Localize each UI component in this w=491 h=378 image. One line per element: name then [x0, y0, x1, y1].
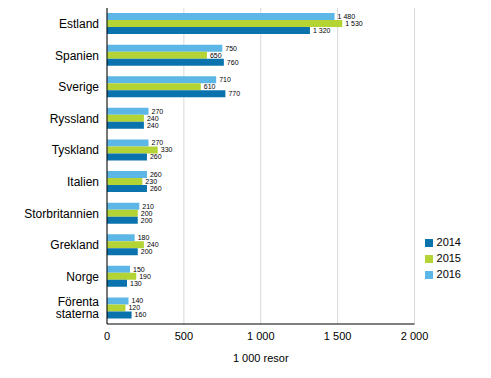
svg-text:200: 200 [141, 210, 153, 217]
html-text:2014: 2014 [436, 236, 461, 248]
svg-text:760: 760 [227, 59, 239, 66]
svg-text:650: 650 [210, 52, 222, 59]
svg-text:1 000: 1 000 [247, 330, 275, 342]
svg-text:200: 200 [141, 217, 153, 224]
svg-text:710: 710 [219, 76, 231, 83]
svg-text:270: 270 [152, 108, 164, 115]
svg-text:270: 270 [152, 139, 164, 146]
svg-text:200: 200 [141, 248, 153, 255]
svg-text:260: 260 [150, 153, 162, 160]
svg-text:120: 120 [128, 304, 140, 311]
svg-text:Grekland: Grekland [50, 238, 99, 252]
svg-text:230: 230 [145, 178, 157, 185]
svg-text:260: 260 [150, 171, 162, 178]
svg-text:2 000: 2 000 [401, 330, 429, 342]
svg-text:160: 160 [135, 311, 147, 318]
html-text:2016: 2016 [436, 268, 461, 280]
svg-text:240: 240 [147, 115, 159, 122]
svg-text:240: 240 [147, 122, 159, 129]
svg-text:1 320: 1 320 [313, 27, 331, 34]
svg-text:1 530: 1 530 [345, 20, 363, 27]
svg-text:Sverige: Sverige [58, 80, 99, 94]
svg-text:1 000 resor: 1 000 resor [233, 352, 289, 364]
svg-text:Norge: Norge [66, 270, 99, 284]
svg-text:500: 500 [175, 330, 193, 342]
svg-text:Ryssland: Ryssland [50, 112, 99, 126]
svg-text:0: 0 [104, 330, 110, 342]
svg-text:Tyskland: Tyskland [52, 143, 99, 157]
svg-text:210: 210 [142, 203, 154, 210]
svg-text:1 500: 1 500 [324, 330, 352, 342]
svg-text:330: 330 [161, 146, 173, 153]
svg-text:130: 130 [130, 280, 142, 287]
svg-text:150: 150 [133, 266, 145, 273]
svg-text:Förentastaterna: Förentastaterna [56, 295, 100, 321]
svg-text:Estland: Estland [59, 17, 99, 31]
svg-text:240: 240 [147, 241, 159, 248]
svg-text:Italien: Italien [67, 175, 99, 189]
svg-text:260: 260 [150, 185, 162, 192]
svg-text:750: 750 [225, 45, 237, 52]
svg-text:140: 140 [132, 297, 144, 304]
html-text:2015: 2015 [436, 252, 461, 264]
svg-text:610: 610 [204, 83, 216, 90]
svg-text:180: 180 [138, 234, 150, 241]
svg-text:770: 770 [228, 90, 240, 97]
svg-text:Storbritannien: Storbritannien [24, 207, 99, 221]
svg-text:1 480: 1 480 [338, 13, 356, 20]
svg-text:Spanien: Spanien [55, 49, 99, 63]
svg-text:190: 190 [139, 273, 151, 280]
